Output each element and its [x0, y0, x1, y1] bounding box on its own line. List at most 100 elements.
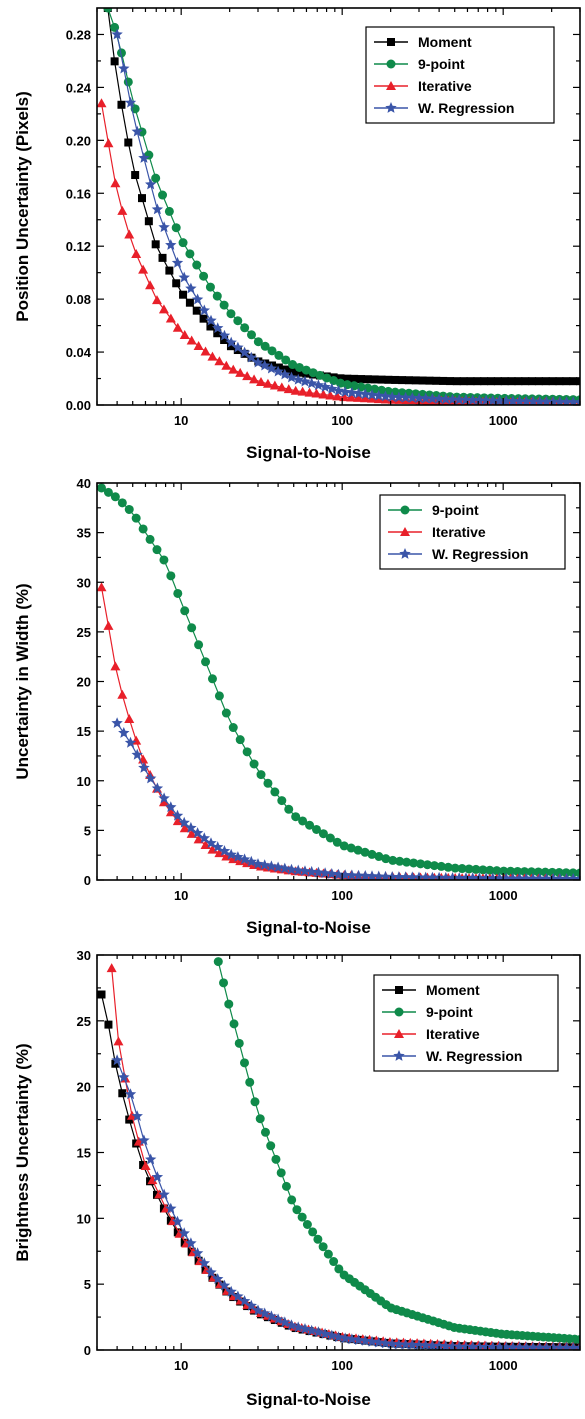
y-tick-label: 40: [77, 476, 91, 491]
data-point: [379, 1337, 392, 1349]
y-tick-label: 0: [84, 873, 91, 888]
data-point: [214, 356, 225, 366]
data-point: [158, 190, 168, 200]
data-point: [240, 323, 250, 333]
data-point: [473, 377, 482, 386]
data-point: [245, 1077, 255, 1087]
data-point: [185, 1237, 197, 1249]
data-point: [373, 389, 385, 401]
data-point: [381, 854, 391, 864]
data-point: [326, 382, 338, 394]
y-tick-label: 0.04: [66, 345, 92, 360]
data-point: [260, 1127, 270, 1137]
data-point: [433, 871, 445, 880]
data-point: [426, 1339, 439, 1350]
data-point: [225, 848, 237, 860]
data-point: [547, 395, 559, 405]
data-point: [568, 868, 578, 878]
y-tick-label: 30: [77, 948, 91, 963]
data-point: [555, 377, 564, 386]
y-tick-label: 0.24: [66, 80, 92, 95]
data-point: [367, 849, 377, 859]
data-point: [377, 375, 386, 384]
data-point: [284, 804, 294, 814]
data-point: [507, 377, 516, 386]
data-point: [269, 380, 280, 390]
data-point: [266, 1141, 276, 1151]
data-point: [212, 1273, 224, 1284]
data-point: [158, 1188, 170, 1200]
y-tick-label: 0.16: [66, 186, 91, 201]
data-point: [186, 828, 197, 838]
data-point: [373, 1336, 385, 1348]
data-point: [413, 392, 425, 404]
data-point: [313, 1234, 323, 1244]
y-tick-label: 0.08: [66, 292, 91, 307]
data-point: [151, 173, 161, 183]
legend-marker: [385, 102, 397, 113]
data-point: [131, 513, 141, 523]
data-point: [131, 125, 143, 137]
data-point: [110, 492, 120, 502]
data-point: [166, 571, 176, 581]
data-point: [420, 1339, 432, 1350]
data-point: [567, 1342, 579, 1350]
data-point: [137, 194, 146, 203]
data-point: [172, 816, 183, 826]
data-point: [145, 534, 155, 544]
data-point: [113, 1036, 124, 1046]
data-point: [429, 861, 439, 871]
data-point: [335, 378, 345, 388]
data-point: [242, 747, 252, 757]
data-point: [256, 376, 267, 386]
chart-panel-1: 10 100 1000 0.00 0.04 0.08 0.12 0.16 0.20 0.24 0.2…: [13, 7, 581, 462]
data-point: [249, 759, 259, 769]
data-point: [319, 1328, 331, 1339]
data-point: [297, 386, 308, 396]
data-point: [192, 260, 202, 270]
data-point: [420, 871, 432, 880]
data-point: [292, 1321, 304, 1333]
data-point: [233, 316, 243, 326]
data-point: [249, 374, 260, 384]
data-point: [443, 862, 453, 872]
data-point: [111, 1054, 123, 1066]
data-point: [391, 375, 400, 384]
data-point: [212, 291, 222, 301]
x-tick-label: 10: [174, 1358, 188, 1373]
data-point: [319, 381, 331, 392]
data-point: [422, 860, 432, 870]
legend-marker: [399, 548, 411, 559]
legend: 9-point Iterative W. Regression: [379, 494, 566, 570]
data-point: [97, 990, 106, 999]
data-point: [457, 864, 467, 874]
data-point: [388, 855, 398, 865]
data-point: [178, 1227, 190, 1239]
data-point: [198, 832, 210, 844]
data-point: [218, 329, 231, 341]
data-point: [346, 386, 358, 398]
legend-label: 9-point: [432, 502, 479, 518]
data-point: [151, 203, 164, 215]
data-point: [426, 871, 439, 880]
data-point: [446, 1340, 459, 1350]
data-point: [332, 868, 345, 880]
data-point: [147, 1175, 158, 1185]
data-point: [487, 377, 496, 386]
data-point: [226, 309, 236, 319]
legend-label: 9-point: [426, 1004, 473, 1020]
data-point: [225, 1285, 237, 1297]
data-point: [411, 376, 420, 385]
data-point: [467, 394, 479, 405]
data-point: [467, 872, 479, 880]
x-tick-label: 10: [174, 413, 188, 428]
series-group: [97, 957, 580, 1350]
data-point: [493, 394, 506, 405]
data-point: [485, 865, 495, 875]
data-point: [262, 378, 273, 388]
data-point: [151, 240, 160, 249]
data-point: [178, 238, 188, 248]
data-point: [302, 1220, 312, 1230]
data-point: [433, 393, 445, 404]
data-point: [165, 239, 177, 250]
